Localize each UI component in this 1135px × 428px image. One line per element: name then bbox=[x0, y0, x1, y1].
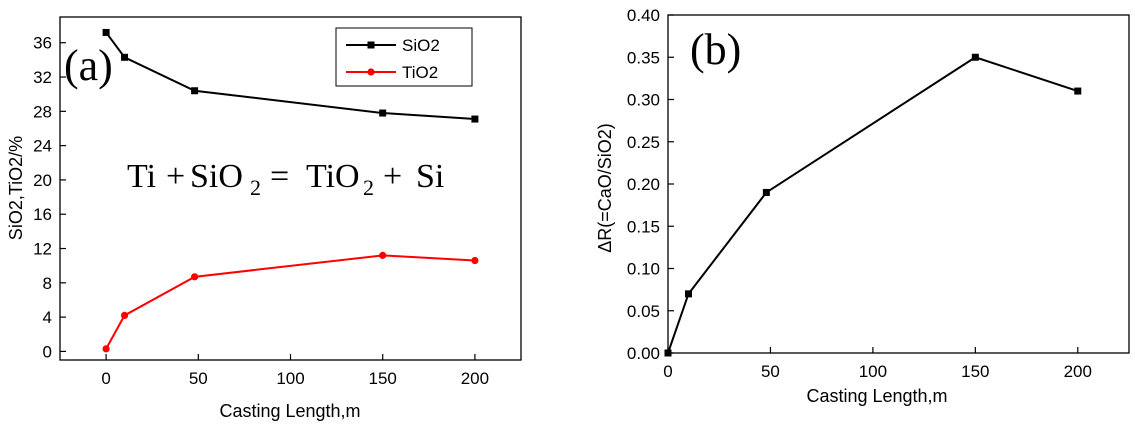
legend-marker-tio2 bbox=[367, 68, 375, 76]
legend-label-tio2: TiO2 bbox=[402, 63, 438, 82]
eq-si: Si bbox=[416, 158, 444, 195]
legend-a: SiO2 TiO2 bbox=[335, 27, 473, 87]
x-axis-title-b: Casting Length,m bbox=[806, 386, 947, 406]
x-tick-label-a: 50 bbox=[189, 369, 208, 388]
y-tick-label-a: 32 bbox=[33, 68, 52, 87]
x-tick-label-b: 0 bbox=[663, 362, 672, 381]
x-tick-label-a: 200 bbox=[461, 369, 489, 388]
x-tick-label-b: 200 bbox=[1064, 362, 1092, 381]
eq-sio: SiO bbox=[190, 158, 243, 195]
data-point-a-tio2 bbox=[471, 256, 479, 265]
x-axis-title-a: Casting Length,m bbox=[219, 401, 360, 421]
panel-label-b: (b) bbox=[690, 25, 741, 74]
data-point-a-sio2 bbox=[102, 28, 110, 36]
series-line-b-series-0 bbox=[667, 56, 1079, 354]
data-point-b-series-0 bbox=[1074, 87, 1082, 95]
y-tick-label-b: 0.05 bbox=[627, 302, 660, 321]
y-tick-label-a: 28 bbox=[33, 102, 52, 121]
y-tick-label-a: 0 bbox=[43, 342, 52, 361]
data-point-a-sio2 bbox=[379, 109, 387, 117]
eq-sub-2a: 2 bbox=[250, 175, 261, 200]
panel-label-a: (a) bbox=[64, 41, 113, 90]
y-tick-label-a: 24 bbox=[33, 137, 52, 156]
y-tick-label-b: 0.25 bbox=[627, 133, 660, 152]
eq-ti: Ti bbox=[127, 158, 156, 195]
data-point-a-sio2 bbox=[471, 115, 479, 123]
y-tick-label-b: 0.35 bbox=[627, 48, 660, 67]
y-tick-label-b: 0.20 bbox=[627, 175, 660, 194]
data-point-a-tio2 bbox=[120, 311, 129, 320]
legend-frame-a bbox=[335, 27, 473, 87]
eq-plus-2: + bbox=[383, 158, 402, 195]
chart-panel-b: 0 50 100 150 200 0.00 0.05 0.10 0.15 0.20 0.25 0.30… bbox=[595, 6, 1130, 406]
x-tick-label-a: 100 bbox=[276, 369, 304, 388]
x-tick-label-b: 150 bbox=[961, 362, 989, 381]
y-axis-title-a: SiO2,TiO2/% bbox=[6, 136, 26, 240]
y-tick-label-a: 8 bbox=[43, 274, 52, 293]
data-point-b-series-0 bbox=[664, 349, 672, 357]
y-tick-label-b: 0.30 bbox=[627, 91, 660, 110]
data-point-b-series-0 bbox=[762, 188, 770, 196]
eq-equals: = bbox=[270, 158, 289, 195]
y-tick-label-b: 0.15 bbox=[627, 217, 660, 236]
y-axis-title-b: ΔR(=CaO/SiO2) bbox=[595, 123, 615, 253]
data-point-a-sio2 bbox=[121, 53, 129, 61]
y-tick-label-b: 0.40 bbox=[627, 6, 660, 25]
y-tick-label-a: 12 bbox=[33, 240, 52, 259]
x-tick-label-a: 0 bbox=[101, 369, 110, 388]
y-tick-label-b: 0.10 bbox=[627, 260, 660, 279]
data-point-a-sio2 bbox=[191, 87, 199, 95]
y-tick-label-a: 36 bbox=[33, 34, 52, 53]
data-point-a-tio2 bbox=[379, 251, 387, 259]
legend-marker-sio2 bbox=[367, 41, 375, 49]
y-tick-label-a: 4 bbox=[43, 308, 52, 327]
chart-panel-a: 0 50 100 150 200 0 4 8 12 16 20 24 28 32 36 (a) Castin… bbox=[6, 16, 522, 421]
eq-tio: TiO bbox=[306, 158, 360, 195]
x-tick-label-b: 100 bbox=[859, 362, 887, 381]
x-tick-label-a: 150 bbox=[369, 369, 397, 388]
x-tick-label-b: 50 bbox=[761, 362, 780, 381]
eq-plus-1: + bbox=[166, 158, 185, 195]
y-tick-label-a: 16 bbox=[33, 205, 52, 224]
data-point-b-series-0 bbox=[684, 290, 692, 298]
series-line-a-tio2 bbox=[105, 254, 475, 350]
eq-sub-2b: 2 bbox=[363, 175, 374, 200]
data-point-a-tio2 bbox=[102, 345, 110, 353]
data-point-a-tio2 bbox=[191, 273, 199, 281]
data-point-b-series-0 bbox=[971, 53, 979, 61]
reaction-equation: Ti + SiO 2 = TiO 2 + Si bbox=[127, 158, 444, 200]
y-tick-label-a: 20 bbox=[33, 171, 52, 190]
legend-label-sio2: SiO2 bbox=[402, 36, 440, 55]
y-tick-label-b: 0.00 bbox=[627, 344, 660, 363]
